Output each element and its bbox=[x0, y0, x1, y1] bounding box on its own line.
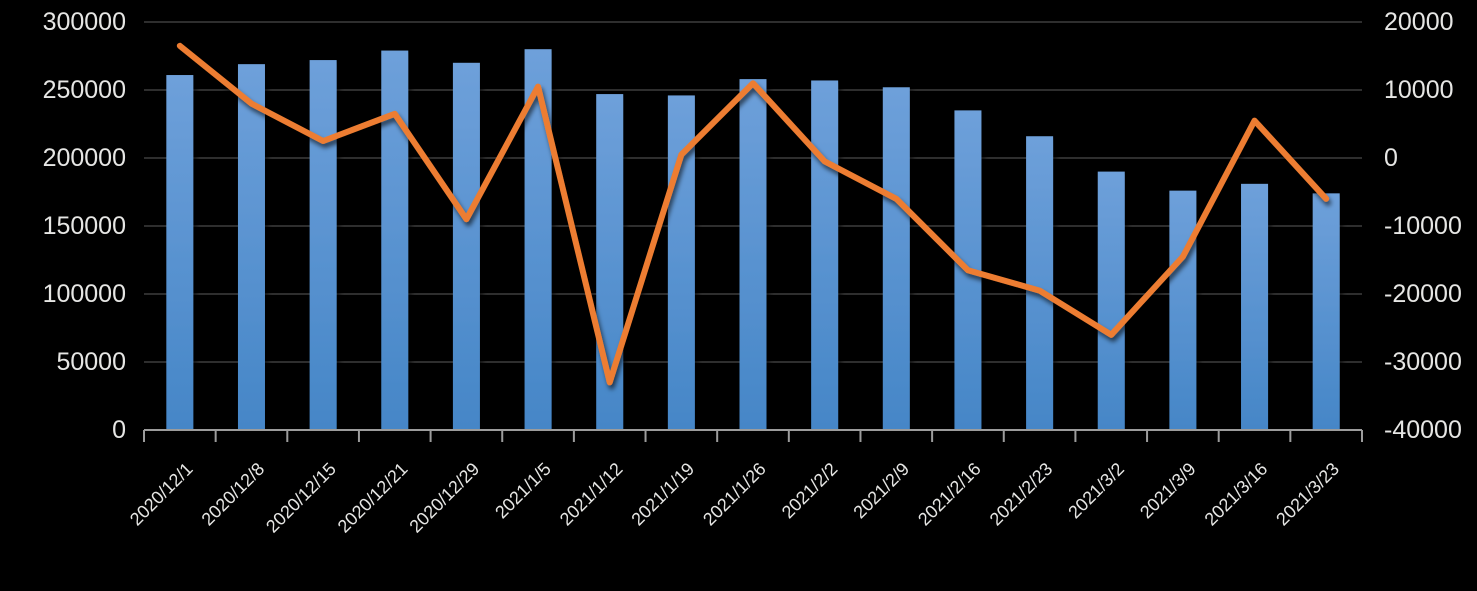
bar-2021/3/9[interactable] bbox=[1169, 190, 1197, 430]
bar-2021/2/23[interactable] bbox=[1026, 136, 1054, 431]
left-axis-labels: 300000 250000 200000 150000 100000 50000 0 bbox=[43, 8, 126, 444]
bar-2021/3/16[interactable] bbox=[1241, 183, 1269, 430]
bar-2021/2/9[interactable] bbox=[882, 87, 910, 430]
bar-2020/12/29[interactable] bbox=[452, 62, 480, 431]
left-axis-tick-label: 250000 bbox=[43, 76, 126, 104]
bar-2020/12/21[interactable] bbox=[381, 50, 409, 431]
right-axis-tick-label: 10000 bbox=[1384, 76, 1454, 104]
bar-2021/3/23[interactable] bbox=[1312, 193, 1340, 430]
right-axis-tick-label: 20000 bbox=[1384, 8, 1454, 36]
bar-2021/3/2[interactable] bbox=[1097, 171, 1125, 430]
left-axis-tick-label: 100000 bbox=[43, 280, 126, 308]
bar-series bbox=[166, 49, 1340, 431]
bar-2021/2/2[interactable] bbox=[811, 80, 839, 430]
right-axis-tick-label: -30000 bbox=[1384, 348, 1462, 376]
right-axis-tick-label: -40000 bbox=[1384, 416, 1462, 444]
line-series[interactable] bbox=[176, 42, 1330, 386]
right-axis-tick-label: -10000 bbox=[1384, 212, 1462, 240]
right-axis-labels: 20000 10000 0 -10000 -20000 -30000 -40000 bbox=[1384, 8, 1462, 444]
left-axis-tick-label: 0 bbox=[112, 416, 126, 444]
bar-2020/12/15[interactable] bbox=[309, 60, 337, 430]
right-axis-tick-label: -20000 bbox=[1384, 280, 1462, 308]
left-axis-tick-label: 150000 bbox=[43, 212, 126, 240]
left-axis-tick-label: 300000 bbox=[43, 8, 126, 36]
left-axis-tick-label: 50000 bbox=[56, 348, 126, 376]
left-axis-tick-label: 200000 bbox=[43, 144, 126, 172]
bar-2021/1/26[interactable] bbox=[739, 79, 767, 431]
bar-2020/12/8[interactable] bbox=[237, 64, 265, 430]
right-axis-tick-label: 0 bbox=[1384, 144, 1398, 172]
x-axis bbox=[143, 429, 1363, 442]
bar-2020/12/1[interactable] bbox=[166, 75, 194, 430]
